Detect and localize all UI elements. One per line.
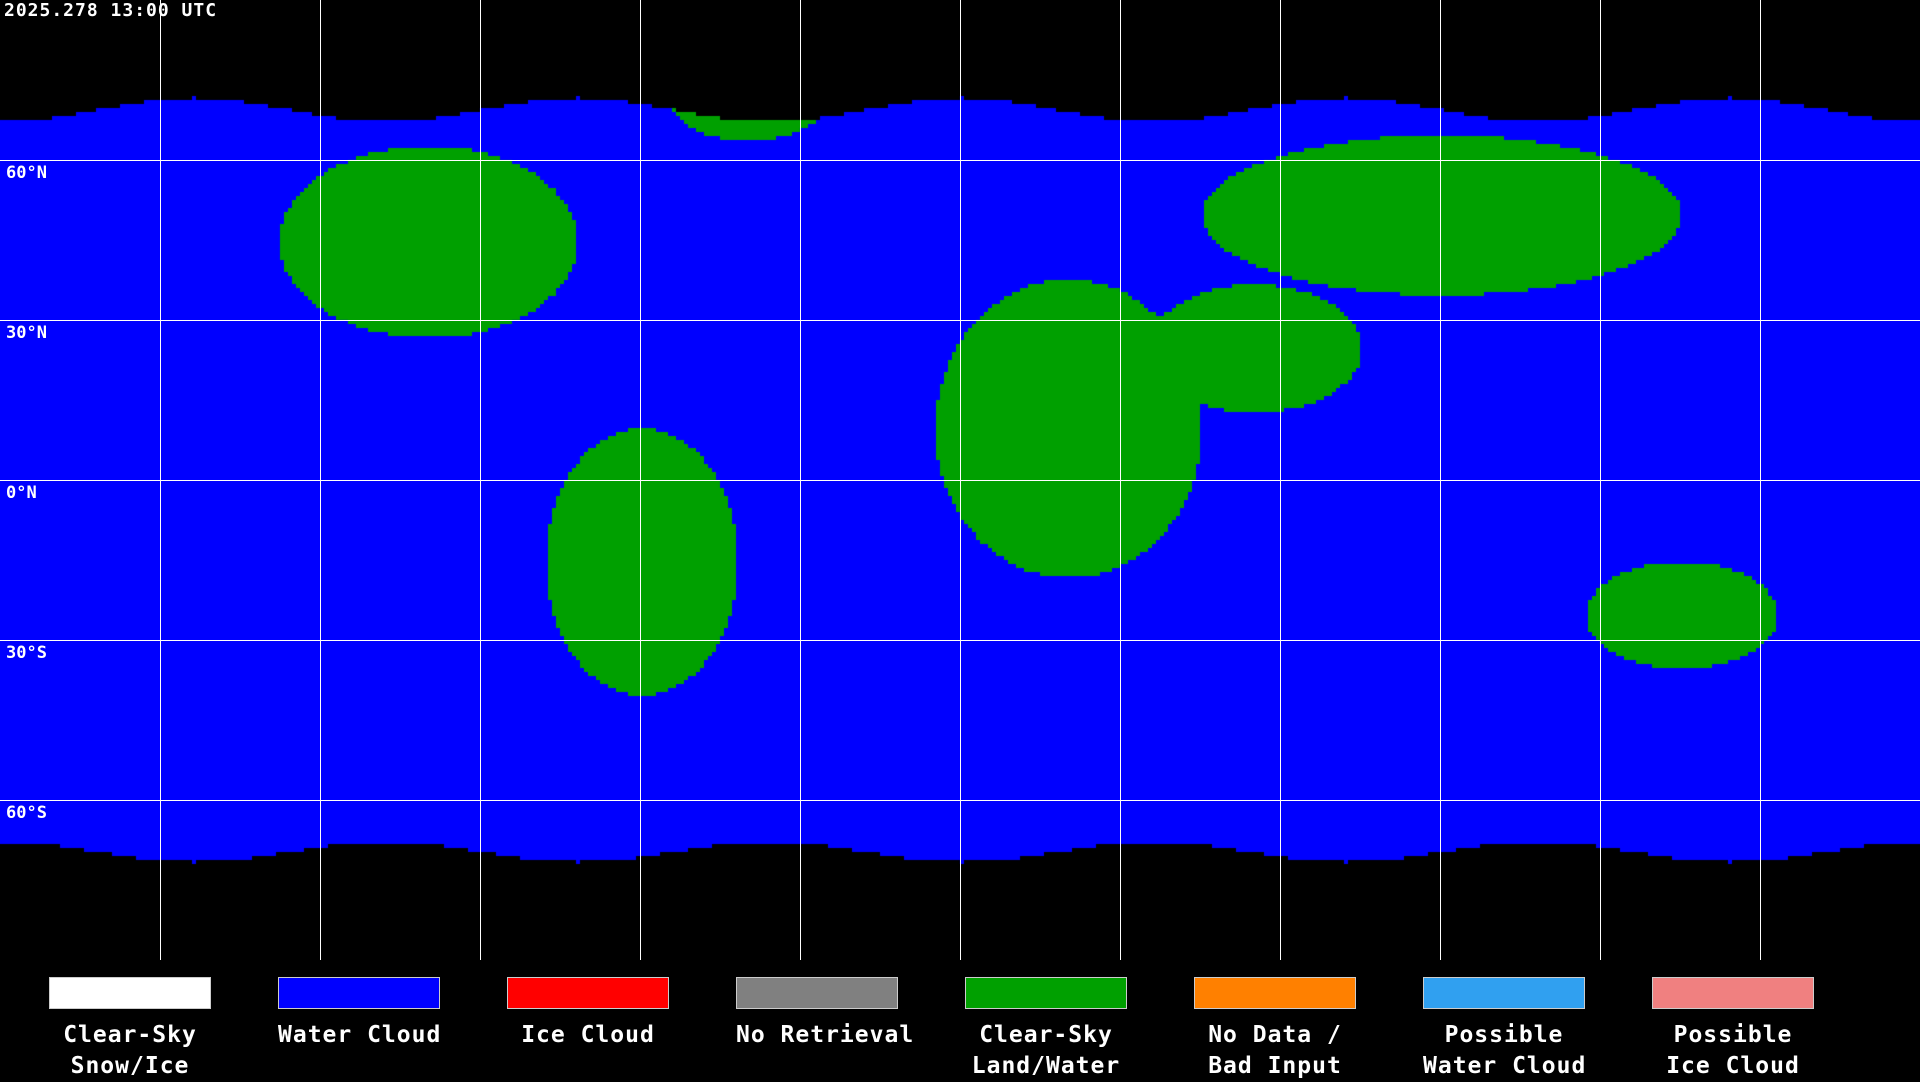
lat-label-30s: 30°S	[6, 643, 47, 663]
legend-label-line1: No Retrieval	[736, 1022, 915, 1048]
latitude-gridline	[0, 160, 1920, 161]
legend-item-no-retrieval: No Retrieval	[736, 977, 915, 1051]
legend-label-line1: Clear-Sky	[979, 1022, 1113, 1048]
lat-label-equator: 0°N	[6, 483, 37, 503]
legend-item-possible-ice-cloud: Possible Ice Cloud	[1652, 977, 1814, 1082]
legend-swatch	[1652, 977, 1814, 1009]
legend-label-line1: Ice Cloud	[521, 1022, 655, 1048]
cloud-phase-map: 60°N 30°N 0°N 30°S 60°S 2025.278 13:00 U…	[0, 0, 1920, 960]
legend-label-line1: Water Cloud	[278, 1022, 442, 1048]
timestamp: 2025.278 13:00 UTC	[4, 0, 218, 21]
legend-swatch	[1423, 977, 1585, 1009]
legend-swatch	[1194, 977, 1356, 1009]
legend-item-clear-sky-land-water: Clear-Sky Land/Water	[965, 977, 1127, 1082]
legend-swatch	[278, 977, 440, 1009]
legend-label-line1: Possible	[1444, 1022, 1564, 1048]
latitude-gridline	[0, 480, 1920, 481]
legend-item-ice-cloud: Ice Cloud	[507, 977, 669, 1051]
lat-label-60n: 60°N	[6, 163, 47, 183]
legend-swatch	[507, 977, 669, 1009]
legend-item-possible-water-cloud: Possible Water Cloud	[1423, 977, 1585, 1082]
legend-item-water-cloud: Water Cloud	[278, 977, 440, 1051]
latitude-gridline	[0, 640, 1920, 641]
legend-swatch	[49, 977, 211, 1009]
legend-swatch	[736, 977, 898, 1009]
legend-swatch	[965, 977, 1127, 1009]
legend-label-line1: Possible	[1673, 1022, 1793, 1048]
legend-label-line2: Snow/Ice	[70, 1053, 190, 1079]
legend-item-no-data: No Data / Bad Input	[1194, 977, 1356, 1082]
legend-label-line1: No Data /	[1208, 1022, 1342, 1048]
legend-label-line2: Water Cloud	[1423, 1053, 1587, 1079]
legend-label-line1: Clear-Sky	[63, 1022, 197, 1048]
legend-label-line2: Ice Cloud	[1666, 1053, 1800, 1079]
legend-label-line2: Land/Water	[971, 1053, 1121, 1079]
lat-label-30n: 30°N	[6, 323, 47, 343]
legend-item-clear-sky-snow-ice: Clear-Sky Snow/Ice	[49, 977, 211, 1082]
lat-label-60s: 60°S	[6, 803, 47, 823]
latitude-gridline	[0, 320, 1920, 321]
latitude-gridline	[0, 800, 1920, 801]
legend: Clear-Sky Snow/Ice Water Cloud Ice Cloud…	[0, 960, 1920, 1080]
legend-label-line2: Bad Input	[1208, 1053, 1342, 1079]
